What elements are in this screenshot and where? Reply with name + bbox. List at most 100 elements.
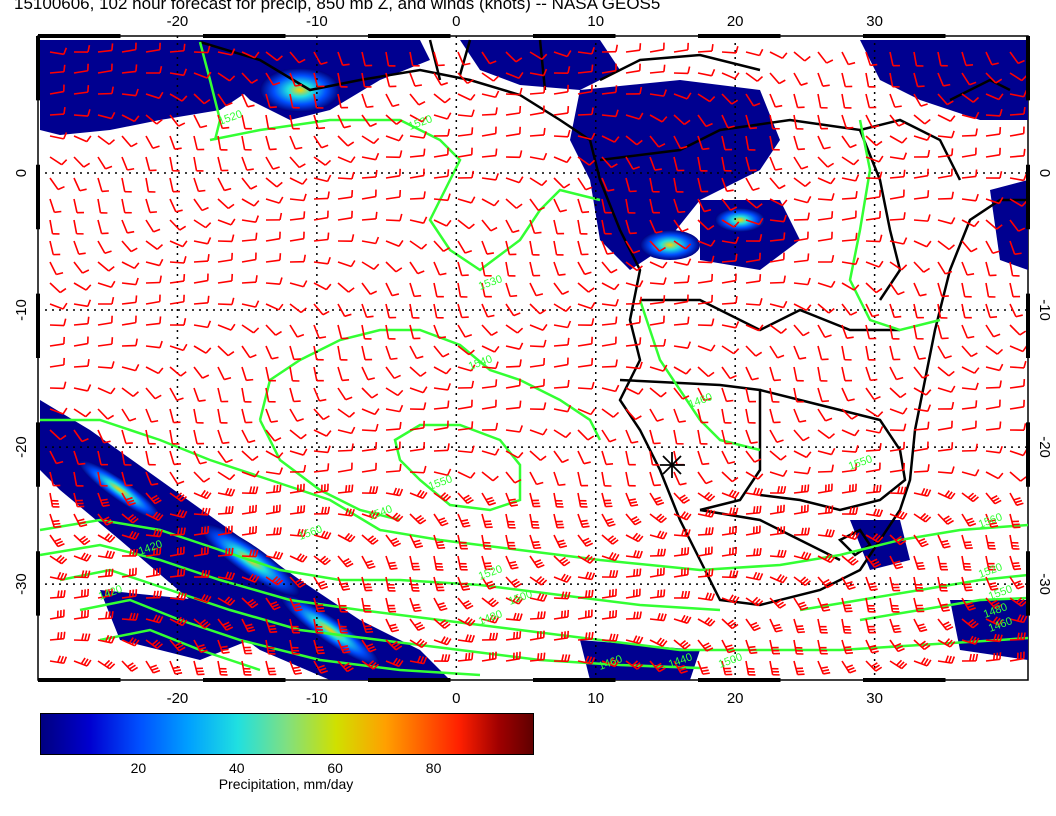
wind-barb — [121, 64, 138, 74]
wind-barb — [169, 387, 184, 402]
wind-barb — [169, 408, 181, 424]
wind-barb — [553, 630, 569, 641]
wind-barb — [865, 443, 882, 452]
wind-barb — [169, 546, 185, 557]
wind-barb — [697, 527, 714, 536]
wind-barb — [121, 492, 136, 506]
wind-barb — [217, 408, 228, 424]
wind-barb — [961, 635, 980, 645]
wind-barb — [865, 135, 883, 147]
wind-barb — [745, 366, 759, 381]
wind-barb — [433, 597, 448, 612]
wind-barb — [73, 408, 92, 418]
wind-barb — [73, 609, 90, 620]
wind-barb — [577, 609, 593, 620]
wind-barb — [97, 361, 115, 369]
wind-barb — [697, 294, 714, 305]
wind-barb — [985, 576, 999, 591]
wind-barb — [985, 597, 1002, 610]
wind-barb — [481, 72, 500, 82]
wind-barb — [601, 85, 618, 95]
wind-barb — [697, 408, 709, 424]
wind-barb — [73, 336, 89, 347]
wind-barb — [145, 511, 164, 522]
wind-barb — [385, 189, 402, 200]
wind-barb — [217, 135, 228, 151]
wind-barb — [865, 93, 877, 109]
wind-barb — [625, 513, 642, 526]
wind-barb — [865, 639, 879, 654]
wind-barb — [121, 198, 132, 214]
wind-barb — [169, 639, 186, 652]
wind-barb — [649, 589, 666, 599]
wind-barb — [961, 345, 978, 358]
wind-barb — [433, 400, 450, 410]
wind-barb — [169, 219, 187, 231]
wind-barb — [265, 429, 282, 442]
wind-barb — [793, 576, 811, 587]
wind-barb — [649, 660, 666, 673]
wind-barb — [649, 295, 666, 305]
wind-barb — [889, 510, 908, 520]
wind-barb — [817, 156, 835, 168]
wind-barb — [841, 366, 853, 382]
wind-barb — [241, 470, 260, 478]
wind-barb — [937, 366, 955, 377]
wind-barb — [169, 135, 182, 150]
wind-barb — [769, 198, 788, 207]
wind-barb — [145, 316, 162, 326]
wind-barb — [625, 112, 644, 120]
wind-barb — [265, 177, 283, 188]
wind-barb — [241, 135, 252, 151]
wind-barb — [49, 107, 66, 116]
wind-barb — [913, 345, 926, 360]
wind-barb — [553, 198, 567, 213]
wind-barb — [793, 212, 810, 221]
wind-barb — [49, 513, 62, 529]
wind-barb — [649, 429, 661, 445]
wind-barb — [313, 408, 330, 421]
wind-barb — [505, 612, 523, 622]
wind-barb — [505, 282, 518, 298]
wind-barb — [409, 261, 425, 275]
wind-barb — [409, 240, 428, 250]
wind-barb — [49, 609, 65, 620]
wind-barb — [217, 72, 236, 82]
wind-barb — [961, 576, 973, 592]
wind-barb — [793, 618, 805, 634]
wind-barb — [505, 425, 524, 433]
wind-barb — [265, 467, 284, 475]
wind-barb — [121, 295, 138, 305]
wind-barb — [913, 441, 929, 452]
wind-barb — [73, 45, 91, 53]
wind-barb — [361, 408, 380, 416]
colorbar-label: Precipitation, mm/day — [218, 776, 354, 792]
wind-barb — [625, 471, 636, 487]
wind-barb — [889, 237, 908, 245]
lon-tick-label-bottom: 0 — [452, 690, 460, 707]
wind-barb — [73, 657, 92, 667]
wind-barb — [625, 43, 642, 53]
wind-barb — [913, 487, 932, 497]
wind-barb — [337, 443, 354, 452]
wind-barb — [433, 147, 449, 158]
wind-barb — [553, 450, 569, 464]
wind-barb — [361, 72, 372, 88]
wind-barb — [97, 550, 116, 560]
wind-barb — [553, 282, 570, 295]
wind-barb — [289, 597, 303, 612]
wind-barb — [169, 660, 183, 675]
wind-barb — [385, 387, 404, 397]
wind-barb — [913, 421, 930, 431]
wind-barb — [1009, 324, 1027, 336]
wind-barb — [673, 177, 684, 193]
wind-barb — [913, 657, 932, 667]
wind-barb — [601, 450, 614, 466]
wind-barb — [145, 65, 163, 74]
wind-barb — [49, 357, 66, 368]
wind-barb — [577, 513, 590, 529]
wind-barb — [337, 366, 350, 382]
wind-barb — [265, 303, 284, 311]
wind-barb — [457, 345, 475, 356]
wind-barb — [313, 345, 324, 361]
